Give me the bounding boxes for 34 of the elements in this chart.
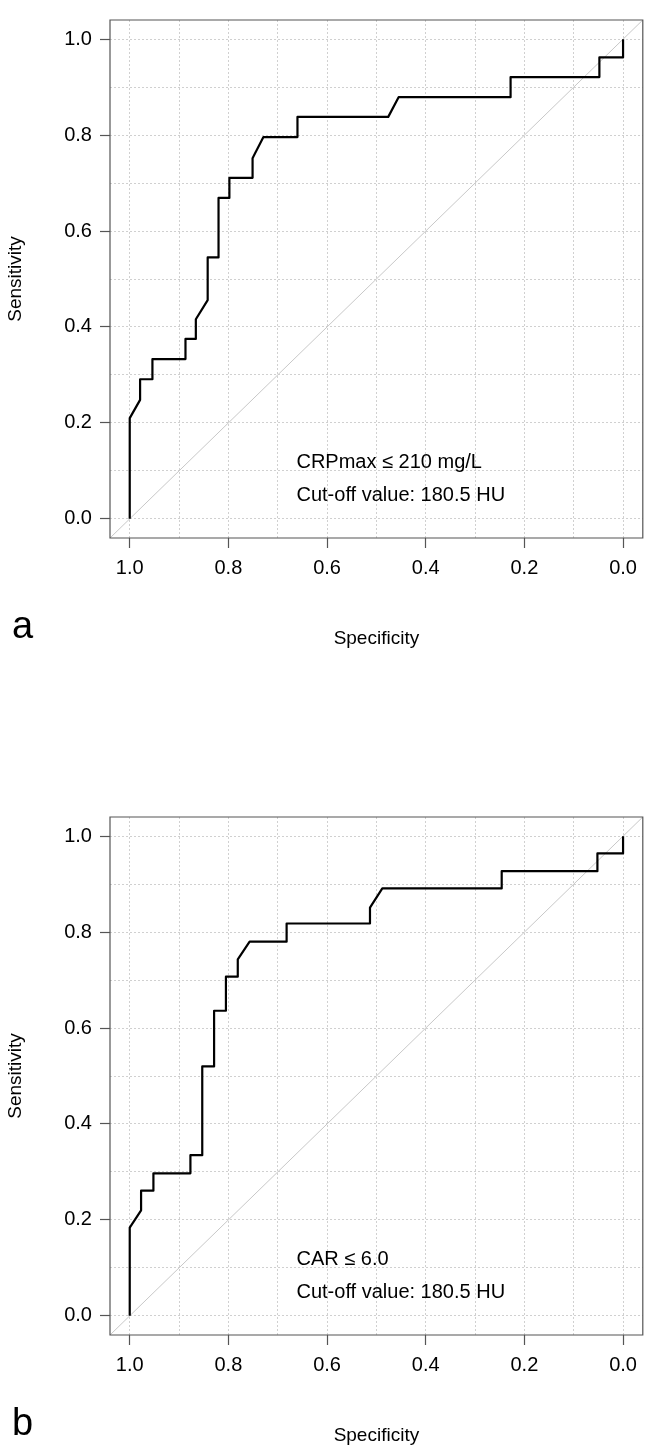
y-tick-label: 0.6 — [64, 218, 92, 241]
x-tick-label: 0.4 — [411, 555, 440, 578]
text: b — [12, 1401, 34, 1443]
y-tick-label: 0.4 — [64, 1111, 92, 1134]
annotation: Cut-off value: 180.5 HU — [296, 483, 506, 505]
y-axis-title: Sensitivity — [3, 235, 25, 322]
x-tick-label: 0.0 — [609, 1352, 637, 1375]
text: a — [12, 604, 34, 646]
y-tick-label: 0.2 — [64, 1207, 92, 1230]
x-tick-label: 1.0 — [115, 555, 144, 578]
y-tick-label: 0.6 — [64, 1015, 92, 1038]
y-axis-title: Sensitivity — [3, 1032, 25, 1119]
x-tick-label: 0.6 — [313, 555, 341, 578]
annotation: Cut-off value: 180.5 HU — [296, 1280, 506, 1302]
y-tick-label: 1.0 — [64, 823, 92, 846]
x-tick-label: 0.2 — [510, 1352, 539, 1375]
x-tick-label: 0.8 — [214, 1352, 243, 1375]
x-tick-label: 0.4 — [411, 1352, 440, 1375]
y-tick-label: 0.8 — [64, 122, 92, 145]
x-tick-label: 0.6 — [313, 1352, 341, 1375]
annotation: CRPmax ≤ 210 mg/L — [296, 450, 482, 472]
x-tick-label: 0.8 — [214, 555, 243, 578]
y-tick-label: 1.0 — [64, 26, 92, 49]
y-tick-label: 0.2 — [64, 410, 92, 433]
y-tick-label: 0.0 — [64, 506, 92, 529]
x-tick-label: 0.0 — [609, 555, 637, 578]
y-tick-label: 0.8 — [64, 919, 92, 942]
y-tick-label: 0.4 — [64, 314, 92, 337]
x-tick-label: 1.0 — [115, 1352, 144, 1375]
y-tick-label: 0.0 — [64, 1303, 92, 1326]
x-axis-title: Specificity — [333, 626, 420, 648]
x-tick-label: 0.2 — [510, 555, 539, 578]
x-axis-title: Specificity — [333, 1423, 420, 1445]
annotation: CAR ≤ 6.0 — [296, 1247, 389, 1269]
